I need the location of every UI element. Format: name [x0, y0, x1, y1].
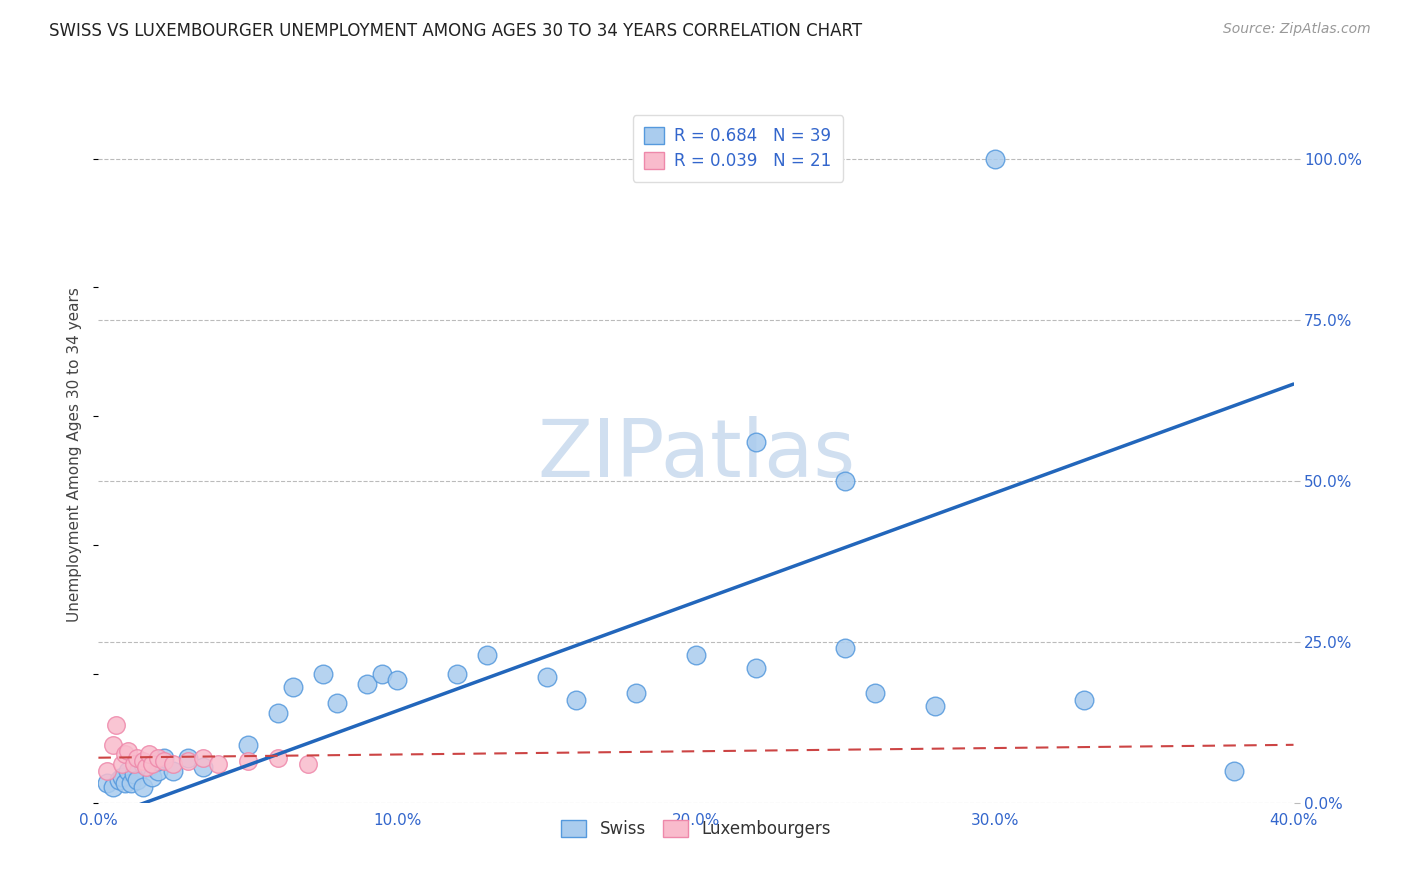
- Point: [148, 750, 170, 764]
- Point: [385, 673, 409, 688]
- Point: [191, 760, 214, 774]
- Point: [148, 764, 170, 778]
- Point: [326, 696, 349, 710]
- Point: [297, 757, 319, 772]
- Point: [117, 744, 139, 758]
- Point: [103, 738, 125, 752]
- Point: [141, 770, 163, 784]
- Point: [120, 776, 142, 790]
- Point: [96, 776, 118, 790]
- Point: [536, 670, 558, 684]
- Point: [267, 706, 290, 720]
- Text: Source: ZipAtlas.com: Source: ZipAtlas.com: [1223, 22, 1371, 37]
- Point: [105, 718, 128, 732]
- Point: [114, 747, 136, 762]
- Y-axis label: Unemployment Among Ages 30 to 34 years: Unemployment Among Ages 30 to 34 years: [67, 287, 83, 623]
- Point: [745, 435, 768, 450]
- Point: [834, 474, 856, 488]
- Point: [177, 754, 200, 768]
- Point: [177, 750, 200, 764]
- Point: [475, 648, 498, 662]
- Point: [135, 760, 157, 774]
- Point: [311, 667, 333, 681]
- Point: [153, 754, 176, 768]
- Point: [685, 648, 707, 662]
- Point: [124, 767, 146, 781]
- Point: [834, 641, 856, 656]
- Point: [103, 780, 125, 794]
- Point: [138, 747, 160, 762]
- Point: [236, 738, 259, 752]
- Legend: Swiss, Luxembourgers: Swiss, Luxembourgers: [553, 812, 839, 847]
- Point: [132, 780, 155, 794]
- Point: [1073, 692, 1095, 706]
- Point: [236, 754, 259, 768]
- Point: [1223, 764, 1246, 778]
- Point: [865, 686, 887, 700]
- Point: [108, 773, 131, 788]
- Point: [207, 757, 229, 772]
- Point: [191, 750, 214, 764]
- Point: [138, 760, 160, 774]
- Point: [267, 750, 290, 764]
- Point: [446, 667, 468, 681]
- Point: [153, 750, 176, 764]
- Point: [565, 692, 588, 706]
- Point: [626, 686, 648, 700]
- Point: [132, 754, 155, 768]
- Point: [111, 770, 134, 784]
- Point: [924, 699, 946, 714]
- Point: [148, 754, 170, 768]
- Point: [162, 757, 184, 772]
- Point: [111, 757, 134, 772]
- Point: [127, 773, 149, 788]
- Text: ZIPatlas: ZIPatlas: [537, 416, 855, 494]
- Point: [132, 757, 155, 772]
- Point: [281, 680, 304, 694]
- Point: [117, 764, 139, 778]
- Point: [114, 776, 136, 790]
- Point: [141, 757, 163, 772]
- Point: [127, 750, 149, 764]
- Text: SWISS VS LUXEMBOURGER UNEMPLOYMENT AMONG AGES 30 TO 34 YEARS CORRELATION CHART: SWISS VS LUXEMBOURGER UNEMPLOYMENT AMONG…: [49, 22, 862, 40]
- Point: [371, 667, 394, 681]
- Point: [984, 152, 1007, 166]
- Point: [96, 764, 118, 778]
- Point: [745, 660, 768, 674]
- Point: [356, 676, 378, 690]
- Point: [124, 757, 146, 772]
- Point: [162, 764, 184, 778]
